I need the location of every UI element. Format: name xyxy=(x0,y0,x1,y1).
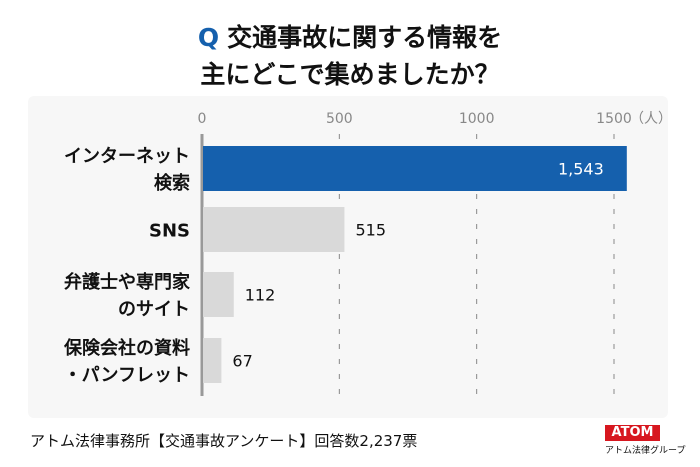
x-tick-label: 500 xyxy=(326,111,353,127)
bar xyxy=(203,207,345,252)
source-note: アトム法律事務所【交通事故アンケート】回答数2,237票 xyxy=(30,432,418,450)
category-label: 弁護士や専門家 xyxy=(64,271,191,293)
bar xyxy=(203,146,627,191)
bar xyxy=(203,338,222,383)
x-tick-label: 1500 xyxy=(596,111,632,127)
bar xyxy=(203,272,234,317)
x-tick-label: 0 xyxy=(198,111,207,127)
category-label: 検索 xyxy=(154,172,190,194)
title-text: 交通事故に関する情報を xyxy=(227,23,503,52)
chart-title-line2: 主にどこで集めましたか？ xyxy=(200,60,500,89)
logo-mark: ATOM xyxy=(605,425,660,441)
data-label: 112 xyxy=(245,286,276,305)
unit-label: （人） xyxy=(630,111,672,127)
atom-logo: ATOM アトム法律グループ xyxy=(605,425,686,456)
category-label: インターネット xyxy=(64,146,190,167)
q-mark: Q xyxy=(197,23,220,52)
data-label: 67 xyxy=(232,352,252,371)
data-label: 1,543 xyxy=(558,160,604,179)
category-label: 保険会社の資料 xyxy=(63,337,190,359)
category-label: SNS xyxy=(149,221,190,242)
category-label: のサイト xyxy=(118,299,190,320)
logo-subtitle: アトム法律グループ xyxy=(605,446,686,456)
data-label: 515 xyxy=(355,221,386,240)
x-tick-label: 1000 xyxy=(459,111,495,127)
category-label: ・パンフレット xyxy=(64,365,190,386)
chart-title-line1: Q 交通事故に関する情報を xyxy=(0,20,700,56)
